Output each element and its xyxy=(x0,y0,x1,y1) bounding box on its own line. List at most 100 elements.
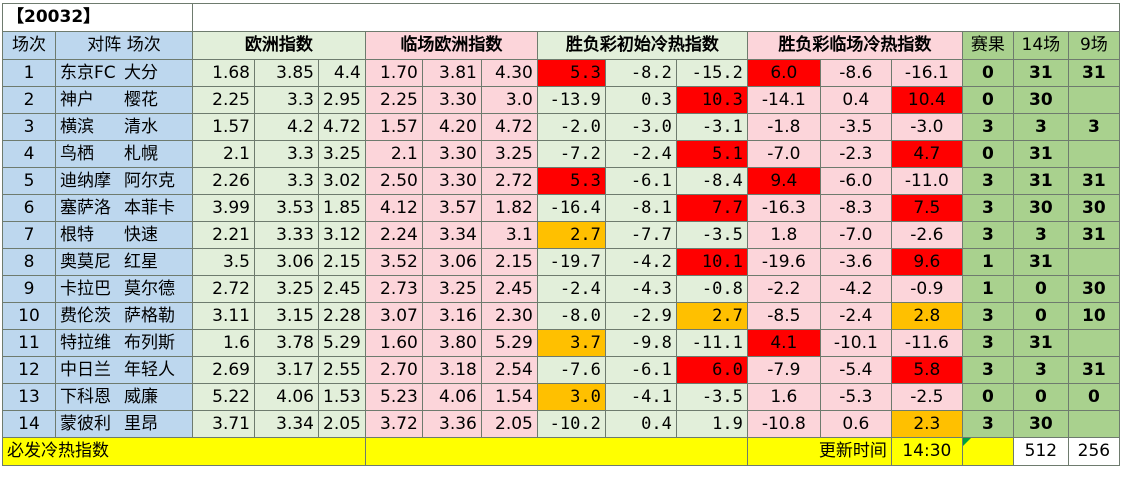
games-9-cell[interactable] xyxy=(1067,248,1120,276)
live-index-loss[interactable]: 7.5 xyxy=(890,194,963,222)
initial-index-draw[interactable]: -4.3 xyxy=(604,275,677,303)
initial-index-win[interactable]: -7.2 xyxy=(536,140,606,168)
initial-index-loss[interactable]: 10.3 xyxy=(675,86,748,114)
header-initial-index[interactable]: 胜负彩初始冷热指数 xyxy=(536,31,748,60)
euro-odds-win[interactable]: 2.72 xyxy=(192,275,255,303)
live-index-win[interactable]: -7.0 xyxy=(746,140,821,168)
row-number-cell[interactable]: 6 xyxy=(2,194,56,222)
euro-odds-win[interactable]: 2.25 xyxy=(192,86,255,114)
euro-odds-loss[interactable]: 2.15 xyxy=(318,248,366,276)
live-index-win[interactable]: -2.2 xyxy=(746,275,821,303)
live-index-draw[interactable]: -5.4 xyxy=(819,356,892,384)
games-9-cell[interactable]: 31 xyxy=(1067,59,1120,87)
result-cell[interactable]: 3 xyxy=(961,329,1014,357)
initial-index-draw[interactable]: -8.1 xyxy=(604,194,677,222)
live-index-loss[interactable]: -11.0 xyxy=(890,167,963,195)
result-cell[interactable]: 3 xyxy=(961,194,1014,222)
initial-index-draw[interactable]: -4.1 xyxy=(604,383,677,411)
euro-odds-loss[interactable]: 2.55 xyxy=(318,356,366,384)
total-14-count[interactable]: 512 xyxy=(1012,437,1069,466)
euro-odds-win[interactable]: 1.68 xyxy=(192,59,255,87)
initial-index-win[interactable]: -2.0 xyxy=(536,113,606,141)
initial-index-draw[interactable]: -9.8 xyxy=(604,329,677,357)
live-euro-odds-loss[interactable]: 1.82 xyxy=(480,194,538,222)
live-euro-odds-draw[interactable]: 3.57 xyxy=(421,194,482,222)
initial-index-loss[interactable]: -3.1 xyxy=(675,113,748,141)
euro-odds-draw[interactable]: 3.06 xyxy=(254,248,319,276)
live-index-loss[interactable]: 2.3 xyxy=(890,410,963,438)
total-9-count[interactable]: 256 xyxy=(1067,437,1120,466)
match-cell[interactable]: 迪纳摩 阿尔克 xyxy=(55,167,193,195)
live-index-loss[interactable]: -2.6 xyxy=(890,221,963,249)
match-cell[interactable]: 横滨 清水 xyxy=(55,113,193,141)
initial-index-win[interactable]: -8.0 xyxy=(536,302,606,330)
euro-odds-loss[interactable]: 2.45 xyxy=(318,275,366,303)
header-live-index[interactable]: 胜负彩临场冷热指数 xyxy=(746,31,963,60)
initial-index-loss[interactable]: -0.8 xyxy=(675,275,748,303)
header-9-games[interactable]: 9场 xyxy=(1067,31,1120,60)
games-14-cell[interactable]: 30 xyxy=(1012,86,1069,114)
games-9-cell[interactable]: 31 xyxy=(1067,167,1120,195)
live-euro-odds-win[interactable]: 2.25 xyxy=(364,86,423,114)
euro-odds-win[interactable]: 1.6 xyxy=(192,329,255,357)
live-euro-odds-win[interactable]: 2.70 xyxy=(364,356,423,384)
live-index-draw[interactable]: -2.4 xyxy=(819,302,892,330)
games-14-cell[interactable]: 30 xyxy=(1012,410,1069,438)
live-euro-odds-loss[interactable]: 4.30 xyxy=(480,59,538,87)
live-index-win[interactable]: -1.8 xyxy=(746,113,821,141)
live-index-loss[interactable]: 2.8 xyxy=(890,302,963,330)
euro-odds-loss[interactable]: 2.95 xyxy=(318,86,366,114)
match-cell[interactable]: 根特 快速 xyxy=(55,221,193,249)
match-cell[interactable]: 神户 樱花 xyxy=(55,86,193,114)
live-index-loss[interactable]: -0.9 xyxy=(890,275,963,303)
live-index-loss[interactable]: -2.5 xyxy=(890,383,963,411)
initial-index-loss[interactable]: 10.1 xyxy=(675,248,748,276)
match-cell[interactable]: 下科恩 威廉 xyxy=(55,383,193,411)
games-14-cell[interactable]: 0 xyxy=(1012,275,1069,303)
euro-odds-loss[interactable]: 1.53 xyxy=(318,383,366,411)
initial-index-win[interactable]: -7.6 xyxy=(536,356,606,384)
live-euro-odds-loss[interactable]: 2.15 xyxy=(480,248,538,276)
live-index-loss[interactable]: -16.1 xyxy=(890,59,963,87)
initial-index-draw[interactable]: -8.2 xyxy=(604,59,677,87)
euro-odds-draw[interactable]: 3.34 xyxy=(254,410,319,438)
live-index-draw[interactable]: -8.6 xyxy=(819,59,892,87)
initial-index-win[interactable]: -10.2 xyxy=(536,410,606,438)
initial-index-loss[interactable]: 5.1 xyxy=(675,140,748,168)
euro-odds-loss[interactable]: 2.05 xyxy=(318,410,366,438)
games-9-cell[interactable]: 30 xyxy=(1067,194,1120,222)
euro-odds-draw[interactable]: 3.3 xyxy=(254,86,319,114)
row-number-cell[interactable]: 12 xyxy=(2,356,56,384)
header-result[interactable]: 赛果 xyxy=(961,31,1014,60)
games-9-cell[interactable]: 3 xyxy=(1067,113,1120,141)
update-time-label[interactable]: 更新时间 xyxy=(746,437,892,466)
euro-odds-win[interactable]: 2.1 xyxy=(192,140,255,168)
live-index-win[interactable]: 4.1 xyxy=(746,329,821,357)
games-9-cell[interactable] xyxy=(1067,86,1120,114)
live-index-win[interactable]: -10.8 xyxy=(746,410,821,438)
euro-odds-loss[interactable]: 1.85 xyxy=(318,194,366,222)
euro-odds-win[interactable]: 3.11 xyxy=(192,302,255,330)
match-cell[interactable]: 蒙彼利 里昂 xyxy=(55,410,193,438)
live-index-win[interactable]: 9.4 xyxy=(746,167,821,195)
live-index-loss[interactable]: 10.4 xyxy=(890,86,963,114)
live-index-draw[interactable]: -5.3 xyxy=(819,383,892,411)
euro-odds-win[interactable]: 3.5 xyxy=(192,248,255,276)
live-euro-odds-loss[interactable]: 2.72 xyxy=(480,167,538,195)
live-euro-odds-draw[interactable]: 4.06 xyxy=(421,383,482,411)
initial-index-draw[interactable]: -2.4 xyxy=(604,140,677,168)
live-euro-odds-win[interactable]: 4.12 xyxy=(364,194,423,222)
match-cell[interactable]: 费伦茨 萨格勒 xyxy=(55,302,193,330)
live-euro-odds-win[interactable]: 2.73 xyxy=(364,275,423,303)
initial-index-draw[interactable]: -7.7 xyxy=(604,221,677,249)
row-number-cell[interactable]: 8 xyxy=(2,248,56,276)
live-euro-odds-win[interactable]: 1.60 xyxy=(364,329,423,357)
row-number-cell[interactable]: 1 xyxy=(2,59,56,87)
euro-odds-loss[interactable]: 3.02 xyxy=(318,167,366,195)
live-index-win[interactable]: -7.9 xyxy=(746,356,821,384)
update-time-value[interactable]: 14:30 xyxy=(890,437,963,466)
result-cell[interactable]: 0 xyxy=(961,140,1014,168)
result-cell[interactable]: 3 xyxy=(961,356,1014,384)
live-index-win[interactable]: -8.5 xyxy=(746,302,821,330)
live-euro-odds-draw[interactable]: 3.30 xyxy=(421,167,482,195)
